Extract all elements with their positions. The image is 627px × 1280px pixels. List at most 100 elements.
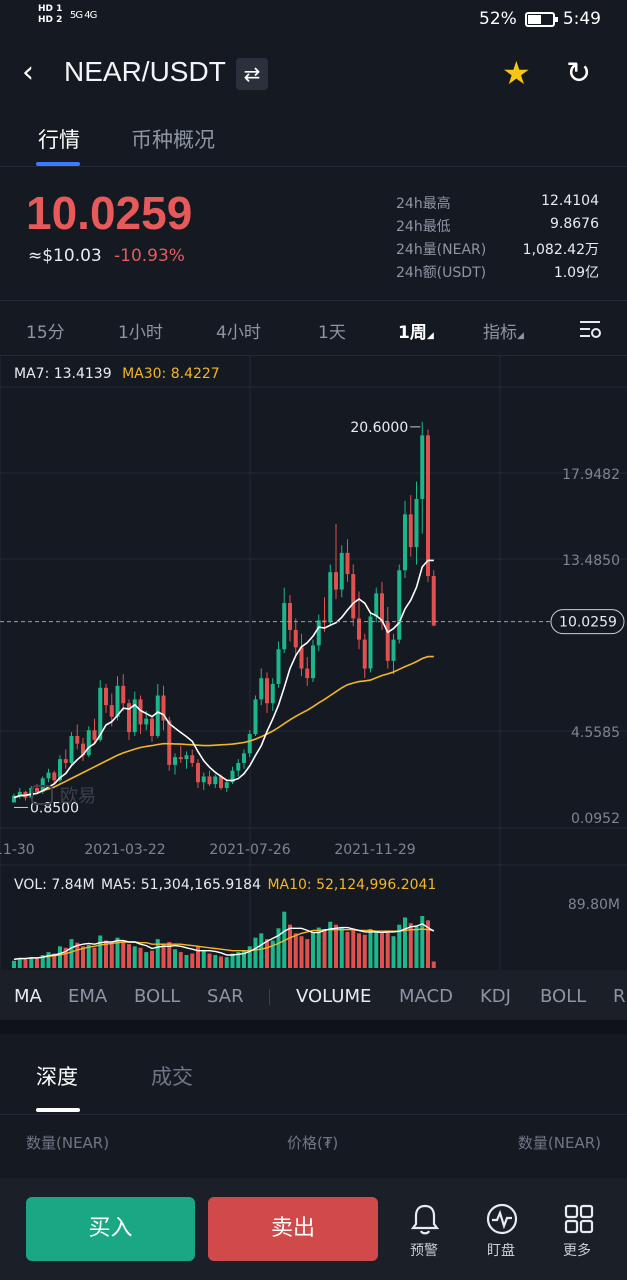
candle-body	[431, 576, 436, 626]
star-icon[interactable]: ★	[502, 54, 531, 92]
volume-bar	[426, 920, 430, 968]
candle-body	[403, 514, 407, 571]
current-price-label: 10.0259	[559, 615, 617, 631]
candle-body	[368, 616, 373, 669]
volume-bar	[420, 916, 425, 968]
alert-label[interactable]: 预警	[410, 1243, 438, 1259]
clock: 5:49	[562, 9, 601, 29]
candle-body	[224, 782, 229, 789]
pair-title[interactable]: NEAR/USDT	[64, 56, 226, 87]
candle-body	[127, 703, 131, 733]
candle-body	[380, 593, 384, 623]
indicator-volume[interactable]: VOLUME	[296, 986, 372, 1007]
indicator-boll[interactable]: BOLL	[134, 986, 181, 1007]
candle-body	[408, 514, 413, 548]
candle-body	[334, 572, 338, 590]
candle-body	[213, 776, 218, 785]
tab-trades[interactable]: 成交	[151, 1065, 193, 1089]
swap-icon[interactable]: ⇄	[236, 58, 268, 90]
vol-ma5-line	[13, 923, 435, 960]
period-15m[interactable]: 15分	[26, 323, 65, 343]
indicator-kdj[interactable]: KDJ	[480, 986, 511, 1007]
volume-bar	[408, 923, 413, 968]
candle-body	[207, 776, 212, 785]
indicator-ma[interactable]: MA	[14, 986, 42, 1007]
period-1w[interactable]: 1周◢	[398, 323, 434, 343]
candle-body	[426, 435, 430, 577]
grid-icon[interactable]	[561, 1202, 597, 1236]
volume-bar	[190, 953, 195, 968]
candle-body	[201, 776, 206, 783]
watch-label[interactable]: 盯盘	[487, 1243, 515, 1259]
indicator-macd[interactable]: MACD	[399, 986, 453, 1007]
buy-button[interactable]: 买入	[26, 1197, 195, 1261]
volume-bar	[40, 955, 45, 968]
volume-bar	[150, 950, 154, 968]
col-price: 价格(₮)	[287, 1134, 339, 1152]
divider	[0, 166, 627, 167]
bell-icon[interactable]	[407, 1202, 443, 1236]
candle-body	[35, 788, 39, 792]
pulse-icon[interactable]	[484, 1202, 520, 1236]
indicator-sar[interactable]: SAR	[207, 986, 244, 1007]
candle-body	[178, 757, 183, 760]
volume-bar	[98, 935, 103, 968]
candle-body	[81, 743, 85, 756]
indicator-ema[interactable]: EMA	[68, 986, 108, 1007]
candle-body	[339, 552, 344, 590]
candle-body	[345, 552, 350, 575]
indicator-more[interactable]: R	[613, 986, 626, 1007]
ma30-line	[13, 655, 434, 799]
x-axis-label: 11-30	[0, 842, 35, 858]
volume-bar	[201, 950, 206, 968]
volume-bar	[92, 947, 97, 968]
indicator-boll-sub[interactable]: BOLL	[540, 986, 587, 1007]
candle-body	[109, 705, 114, 717]
candle-body	[115, 685, 120, 717]
candle-body	[52, 772, 57, 781]
tab-market[interactable]: 行情	[38, 128, 80, 152]
stat-value-amount: 1.09亿	[553, 265, 599, 281]
high-price-label: 20.6000	[350, 420, 408, 436]
volume-bar	[138, 947, 143, 968]
volume-bar	[121, 942, 126, 968]
candle-body	[362, 639, 367, 669]
chart-settings-icon[interactable]	[578, 318, 602, 340]
more-label[interactable]: 更多	[563, 1243, 591, 1259]
period-1h[interactable]: 1小时	[118, 323, 163, 343]
stat-value-volume: 1,082.42万	[522, 242, 599, 258]
candle-body	[167, 720, 172, 765]
candle-body	[138, 699, 143, 725]
share-icon[interactable]: ↻	[566, 56, 592, 91]
candle-body	[247, 734, 252, 754]
back-icon[interactable]: ‹	[22, 55, 34, 90]
tab-depth[interactable]: 深度	[36, 1065, 78, 1089]
volume-bar	[380, 933, 384, 968]
candle-body	[17, 791, 22, 796]
tab-coin-overview[interactable]: 币种概况	[131, 128, 215, 152]
candle-body	[161, 695, 166, 721]
volume-bar	[242, 950, 246, 968]
volume-bar	[362, 934, 367, 968]
candle-body	[121, 685, 126, 704]
period-indicators[interactable]: 指标◢	[483, 323, 524, 343]
status-right: 52% 5:49	[479, 9, 601, 29]
volume-bar	[368, 929, 373, 968]
volume-bar	[207, 953, 212, 968]
kline-chart[interactable]: 20.60000.850010.025917.948213.48504.5585…	[0, 355, 627, 970]
volume-bar	[345, 931, 350, 968]
x-axis-label: 2021-11-29	[334, 842, 415, 858]
battery-percent: 52%	[479, 9, 517, 29]
candle-body	[144, 718, 149, 725]
period-1d[interactable]: 1天	[318, 323, 346, 343]
period-4h[interactable]: 4小时	[216, 323, 261, 343]
candle-body	[316, 620, 321, 646]
tab-underline	[36, 162, 80, 166]
volume-bar	[247, 946, 252, 968]
watermark-logo	[31, 785, 53, 805]
volume-bar	[23, 959, 28, 968]
volume-bar	[184, 955, 189, 968]
signal-indicator: 5G 4G	[70, 10, 97, 21]
sell-button[interactable]: 卖出	[208, 1197, 378, 1261]
watermark: 欧易	[60, 786, 96, 807]
